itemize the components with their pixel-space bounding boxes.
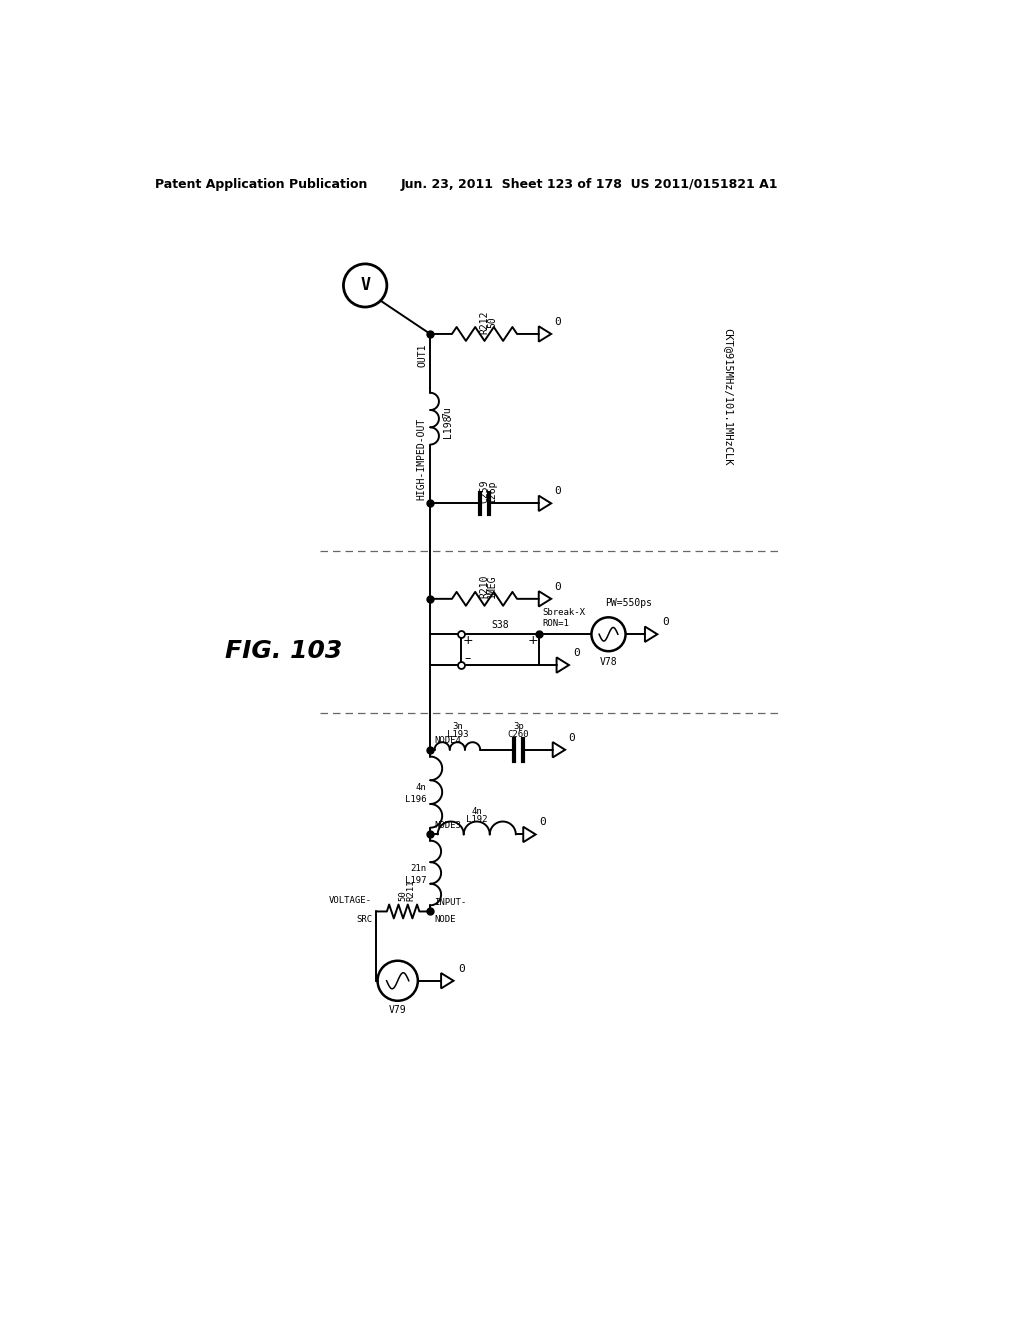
Text: L192: L192 <box>466 814 487 824</box>
Text: 21n: 21n <box>411 863 426 873</box>
Text: Sbreak-X: Sbreak-X <box>543 609 586 618</box>
Text: L198: L198 <box>442 414 453 438</box>
Text: 0: 0 <box>458 964 465 974</box>
Text: 0: 0 <box>554 486 561 496</box>
Text: V: V <box>360 276 370 294</box>
Text: 3n: 3n <box>452 722 463 731</box>
Text: 0: 0 <box>539 817 546 828</box>
Text: PW=550ps: PW=550ps <box>604 598 651 609</box>
Text: 4n: 4n <box>416 783 426 792</box>
Text: 3p: 3p <box>513 722 524 731</box>
Text: R212: R212 <box>479 310 489 334</box>
Text: HIGH-IMPED-OUT: HIGH-IMPED-OUT <box>417 417 426 499</box>
Text: NODE4: NODE4 <box>434 737 461 744</box>
Bar <box>461 635 539 665</box>
Text: V79: V79 <box>389 1006 407 1015</box>
Text: SRC: SRC <box>356 915 372 924</box>
Text: C259: C259 <box>479 479 489 503</box>
Text: INPUT-: INPUT- <box>434 898 466 907</box>
Text: OUT1: OUT1 <box>418 343 428 367</box>
Text: 126p: 126p <box>487 479 498 503</box>
Text: C260: C260 <box>508 730 529 739</box>
Text: 50: 50 <box>398 890 408 900</box>
Text: –: – <box>464 652 471 665</box>
Text: R211: R211 <box>407 879 416 900</box>
Text: L193: L193 <box>446 730 468 739</box>
Text: 0: 0 <box>573 648 581 657</box>
Text: 7u: 7u <box>442 407 453 418</box>
Text: 1MEG: 1MEG <box>487 574 498 598</box>
Text: RON=1: RON=1 <box>543 619 569 628</box>
Text: 4n: 4n <box>471 807 482 816</box>
Text: 0: 0 <box>554 317 561 327</box>
Text: 0: 0 <box>554 582 561 591</box>
Text: 50: 50 <box>487 317 498 329</box>
Text: +: + <box>462 634 473 647</box>
Text: VOLTAGE-: VOLTAGE- <box>329 896 372 906</box>
Text: Jun. 23, 2011  Sheet 123 of 178  US 2011/0151821 A1: Jun. 23, 2011 Sheet 123 of 178 US 2011/0… <box>400 178 778 190</box>
Text: CKT@915MHz/101.1MHzCLK: CKT@915MHz/101.1MHzCLK <box>724 329 733 466</box>
Text: R210: R210 <box>479 574 489 598</box>
Text: L196: L196 <box>404 796 426 804</box>
Text: S38: S38 <box>492 620 509 631</box>
Text: 0: 0 <box>568 733 574 743</box>
Text: L197: L197 <box>404 876 426 886</box>
Text: NODE: NODE <box>434 915 456 924</box>
Text: Patent Application Publication: Patent Application Publication <box>155 178 368 190</box>
Text: 0: 0 <box>662 616 669 627</box>
Text: FIG. 103: FIG. 103 <box>225 639 342 663</box>
Text: +: + <box>527 634 538 647</box>
Text: NODE3: NODE3 <box>434 821 461 830</box>
Text: V78: V78 <box>600 657 617 668</box>
